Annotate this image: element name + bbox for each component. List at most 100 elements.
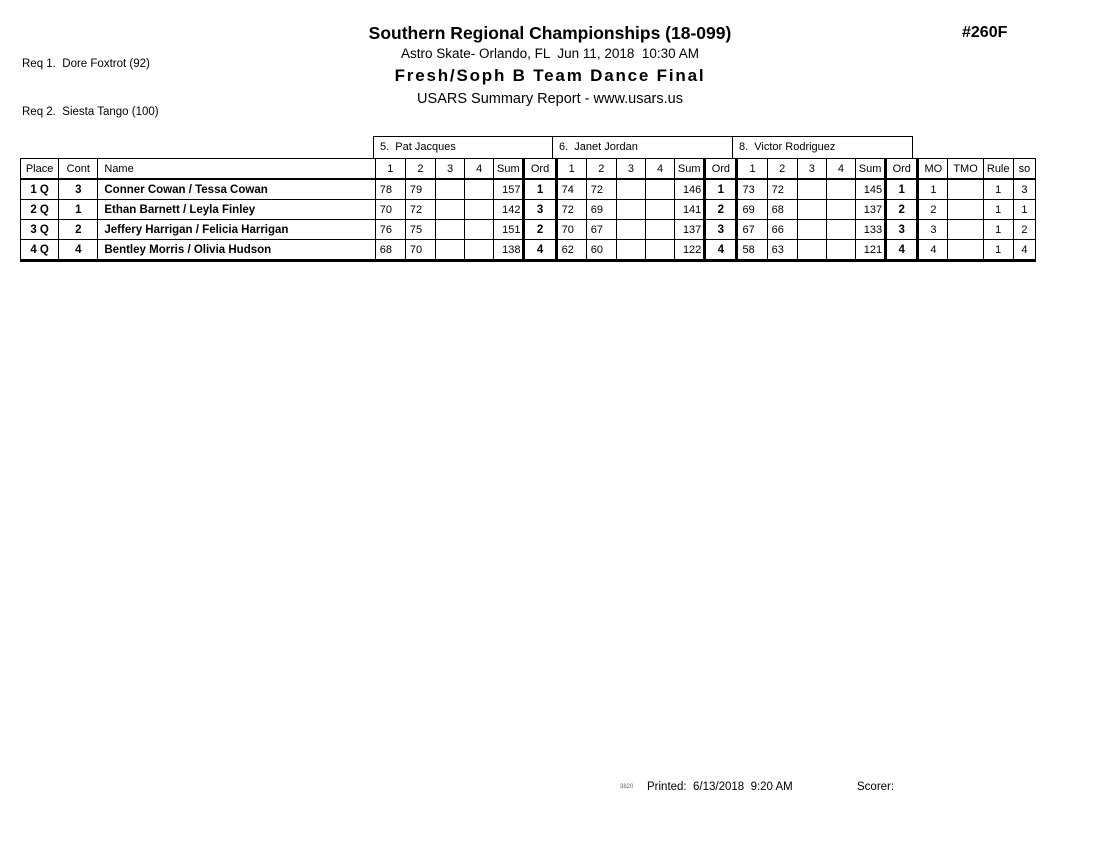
col-header-j1-s1: 1 — [374, 158, 406, 180]
printed-timestamp: Printed: 6/13/2018 9:20 AM — [647, 781, 793, 793]
place-cell: 1 Q — [19, 178, 60, 200]
col-header-j2-s1: 1 — [555, 158, 587, 180]
mo-cell: 2 — [917, 199, 949, 220]
col-header-j3-ord: Ord — [884, 158, 920, 180]
score-cell: 72 — [555, 199, 587, 220]
col-header-cont: Cont — [58, 158, 99, 180]
score-cell: 69 — [585, 199, 617, 220]
col-header-j1-s4: 4 — [464, 158, 495, 180]
score-cell: 70 — [404, 239, 437, 262]
col-header-j2-sum: Sum — [674, 158, 706, 180]
score-cell: 75 — [404, 219, 437, 240]
ord-cell: 2 — [703, 199, 739, 220]
rule-cell: 1 — [982, 239, 1014, 262]
col-header-j3-s2: 2 — [766, 158, 798, 180]
col-header-tmo: TMO — [947, 158, 984, 180]
col-header-name: Name — [97, 158, 376, 180]
score-cell — [464, 239, 495, 262]
mo-cell: 3 — [917, 219, 949, 240]
score-cell — [796, 239, 827, 262]
col-header-j2-s2: 2 — [585, 158, 617, 180]
col-header-j3-sum: Sum — [855, 158, 887, 180]
col-header-j1-ord: Ord — [522, 158, 558, 180]
championship-title: Southern Regional Championships (18-099) — [368, 23, 732, 43]
score-cell — [796, 199, 827, 220]
score-cell: 60 — [585, 239, 617, 262]
footer-form-code: 3820 — [620, 784, 634, 790]
score-cell: 72 — [585, 178, 617, 200]
col-header-j2-s4: 4 — [645, 158, 676, 180]
score-cell: 67 — [585, 219, 617, 240]
score-cell: 79 — [404, 178, 437, 200]
rule-cell: 1 — [982, 219, 1014, 240]
sum-cell: 141 — [674, 199, 706, 220]
requirement-line-2: Req 2. Siesta Tango (100) — [22, 106, 159, 118]
judge-header-3: 8. Victor Rodriguez — [733, 136, 913, 158]
cont-cell: 4 — [58, 239, 99, 262]
col-header-place: Place — [19, 158, 60, 180]
score-cell — [615, 178, 647, 200]
requirements-block: Req 1. Dore Foxtrot (92) Req 2. Siesta T… — [22, 24, 159, 152]
score-cell — [796, 178, 827, 200]
judge-header-band: 5. Pat Jacques 6. Janet Jordan 8. Victor… — [20, 136, 1036, 158]
score-cell — [435, 239, 466, 262]
col-header-mo: MO — [917, 158, 949, 180]
score-cell: 70 — [374, 199, 406, 220]
ord-cell: 1 — [884, 178, 920, 200]
tmo-cell — [947, 178, 984, 200]
score-cell — [435, 178, 466, 200]
ord-cell: 4 — [884, 239, 920, 262]
sum-cell: 137 — [855, 199, 887, 220]
score-cell: 68 — [766, 199, 798, 220]
name-cell: Jeffery Harrigan / Felicia Harrigan — [97, 219, 376, 240]
table-row: 1 Q 3 Conner Cowan / Tessa Cowan 78 79 1… — [19, 178, 1037, 200]
sum-cell: 133 — [855, 219, 887, 240]
ord-cell: 2 — [884, 199, 920, 220]
sum-cell: 137 — [674, 219, 706, 240]
ord-cell: 3 — [703, 219, 739, 240]
column-header-row: Place Cont Name 1 2 3 4 Sum Ord 1 2 3 4 … — [19, 158, 1037, 180]
venue-date-line: Astro Skate- Orlando, FL Jun 11, 2018 10… — [401, 46, 699, 61]
col-header-j1-sum: Sum — [493, 158, 525, 180]
score-cell: 72 — [766, 178, 798, 200]
score-cell — [825, 239, 857, 262]
score-cell — [645, 178, 676, 200]
ord-cell: 1 — [522, 178, 558, 200]
col-header-j3-s3: 3 — [796, 158, 827, 180]
cont-cell: 1 — [58, 199, 99, 220]
col-header-rule: Rule — [982, 158, 1014, 180]
sum-cell: 122 — [674, 239, 706, 262]
tmo-cell — [947, 239, 984, 262]
name-cell: Bentley Morris / Olivia Hudson — [97, 239, 376, 262]
sum-cell: 138 — [493, 239, 525, 262]
requirement-line-1: Req 1. Dore Foxtrot (92) — [22, 58, 150, 70]
ord-cell: 2 — [522, 219, 558, 240]
sum-cell: 151 — [493, 219, 525, 240]
col-header-j3-s4: 4 — [825, 158, 857, 180]
ord-cell: 1 — [703, 178, 739, 200]
score-cell — [645, 219, 676, 240]
so-cell: 2 — [1012, 219, 1037, 240]
score-cell — [464, 178, 495, 200]
cont-cell: 2 — [58, 219, 99, 240]
cont-cell: 3 — [58, 178, 99, 200]
tmo-cell — [947, 199, 984, 220]
results-table-area: 5. Pat Jacques 6. Janet Jordan 8. Victor… — [19, 136, 1037, 262]
score-cell — [615, 199, 647, 220]
score-cell — [796, 219, 827, 240]
score-cell: 76 — [374, 219, 406, 240]
score-cell — [615, 219, 647, 240]
col-header-j2-ord: Ord — [703, 158, 739, 180]
rule-cell: 1 — [982, 178, 1014, 200]
score-cell: 72 — [404, 199, 437, 220]
col-header-j2-s3: 3 — [615, 158, 647, 180]
score-cell — [825, 219, 857, 240]
score-cell — [435, 219, 466, 240]
score-cell — [464, 219, 495, 240]
table-row: 3 Q 2 Jeffery Harrigan / Felicia Harriga… — [19, 219, 1037, 240]
report-type-line: USARS Summary Report - www.usars.us — [417, 91, 683, 107]
judge-band-spacer — [20, 136, 373, 158]
mo-cell: 4 — [917, 239, 949, 262]
score-cell: 62 — [555, 239, 587, 262]
